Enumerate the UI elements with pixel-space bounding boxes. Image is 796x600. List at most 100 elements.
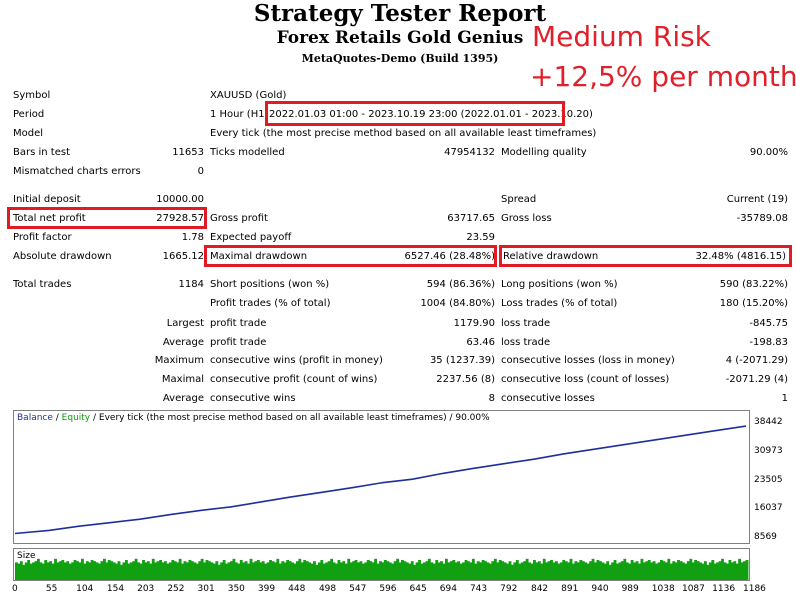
size-bar (227, 562, 231, 580)
size-bar (733, 561, 737, 580)
x-tick-label: 1186 (743, 584, 766, 594)
loss-trades-label: Loss trades (% of total) (501, 298, 618, 309)
x-tick-label: 498 (318, 584, 337, 594)
size-bar (467, 561, 470, 580)
size-bar (493, 558, 497, 580)
size-bar (562, 560, 566, 580)
size-bar (655, 563, 659, 580)
report-title: Strategy Tester Report (253, 0, 547, 27)
size-bar (256, 560, 260, 580)
size-bar (327, 561, 331, 580)
profit-trades-label: Profit trades (% of total) (210, 298, 331, 309)
size-bar (418, 560, 421, 580)
size-bar (293, 563, 297, 580)
size-bar (401, 560, 404, 580)
size-bar (611, 562, 615, 580)
size-bars-svg (15, 558, 749, 580)
size-bar (684, 563, 688, 580)
largest-loss-label: loss trade (501, 318, 551, 329)
size-bar (508, 561, 512, 580)
average-profit-label: profit trade (210, 337, 267, 348)
size-bar (115, 563, 119, 580)
size-bar (132, 561, 136, 580)
size-bar (464, 560, 468, 580)
size-bar (383, 560, 387, 580)
size-bar (78, 562, 82, 580)
x-tick-label: 203 (137, 584, 155, 594)
size-bar (721, 558, 724, 580)
size-bar (386, 561, 390, 580)
size-bar (305, 561, 309, 580)
size-bar (73, 560, 77, 580)
size-bar (398, 562, 402, 580)
gross-loss-value: -35789.08 (736, 213, 788, 224)
size-bar (557, 563, 561, 580)
rel-drawdown-label: Relative drawdown (503, 251, 599, 262)
size-bar (420, 563, 424, 580)
size-bar (667, 558, 671, 580)
x-tick-label: 301 (197, 584, 215, 594)
size-bar (337, 560, 341, 580)
avg-consecutive-wins-label: consecutive wins (210, 393, 296, 404)
size-bar (146, 561, 150, 580)
size-bar (545, 562, 549, 580)
rel-drawdown-value: 32.48% (4816.15) (695, 251, 786, 262)
balance-chart: Balance / Equity / Every tick (the most … (13, 410, 750, 544)
balance-line (14, 425, 747, 535)
size-bar (735, 563, 739, 580)
net-profit-label: Total net profit (13, 213, 86, 224)
size-bar (325, 562, 329, 580)
y-tick-label: 38442 (754, 417, 783, 427)
size-bar (486, 562, 490, 580)
size-bar (98, 563, 101, 580)
size-bar (696, 561, 700, 580)
size-bar (276, 558, 280, 580)
size-bar (137, 562, 141, 580)
size-bar (613, 560, 617, 580)
size-bar (484, 561, 487, 580)
bars-label: Bars in test (13, 147, 70, 158)
maximum-label: Maximum (154, 355, 204, 366)
size-bar (743, 561, 746, 580)
size-bar (445, 558, 448, 580)
size-bar (144, 562, 148, 580)
net-profit-value: 27928.57 (156, 213, 204, 224)
size-bar (677, 560, 680, 580)
model-label: Model (13, 128, 44, 139)
avg-consecutive-losses-label: consecutive losses (501, 393, 595, 404)
size-bar (586, 563, 590, 580)
size-bar (110, 561, 114, 580)
size-bar (503, 562, 507, 580)
size-bar (168, 562, 172, 580)
size-bar (652, 561, 656, 580)
size-bar (633, 562, 637, 580)
size-bar (555, 561, 558, 580)
largest-profit-value: 1179.90 (453, 318, 495, 329)
x-tick-label: 989 (621, 584, 639, 594)
x-tick-label: 842 (530, 584, 549, 594)
size-bar (501, 561, 505, 580)
size-bar (34, 561, 38, 580)
size-bar (601, 562, 605, 580)
size-bar (388, 562, 392, 580)
size-bar (479, 562, 483, 580)
size-bar (54, 558, 57, 580)
size-bar (657, 562, 661, 580)
total-trades-value: 1184 (178, 279, 204, 290)
x-tick-label: 547 (349, 584, 367, 594)
size-bar (66, 561, 70, 580)
symbol-value: XAUUSD (Gold) (210, 90, 287, 101)
size-bar (278, 563, 282, 580)
size-bar (176, 562, 180, 580)
maximal-consecutive-loss-label: consecutive loss (count of losses) (501, 374, 670, 385)
size-bar (19, 561, 23, 580)
size-bar (212, 563, 216, 580)
size-bar (286, 560, 290, 580)
size-bar (244, 561, 248, 580)
balance-line-svg (14, 425, 747, 535)
size-bar (156, 561, 160, 580)
size-bar (442, 563, 446, 580)
size-bar (59, 561, 62, 580)
legend-separator: / (52, 413, 62, 423)
x-tick-label: 891 (561, 584, 579, 594)
